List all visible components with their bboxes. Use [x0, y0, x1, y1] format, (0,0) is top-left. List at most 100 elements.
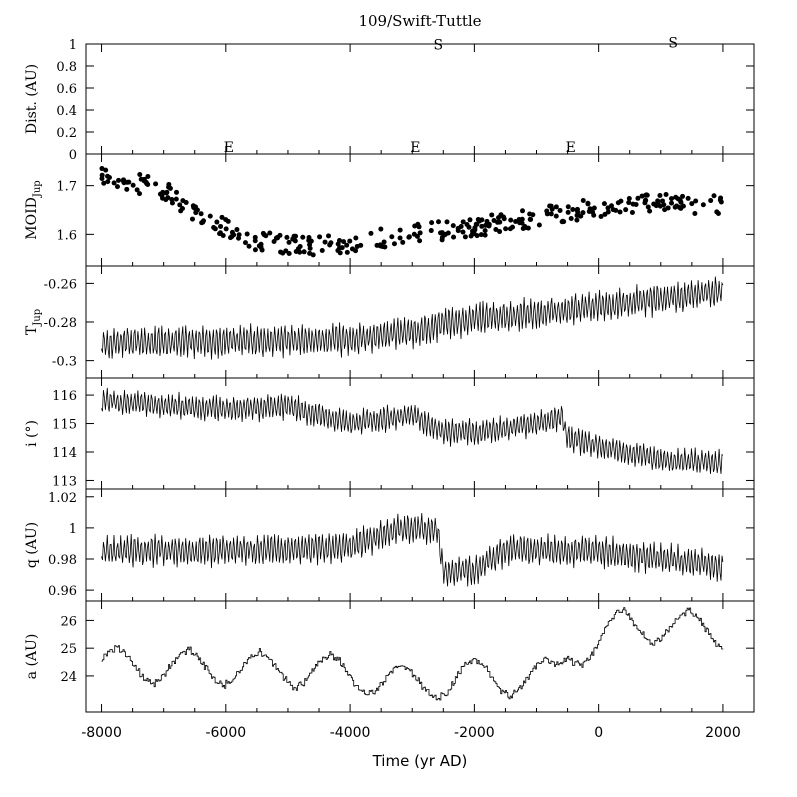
moid-point — [675, 196, 681, 202]
moid-point — [565, 209, 571, 215]
moid-point — [580, 210, 586, 216]
y-axis-label: i (°) — [24, 420, 40, 447]
moid-point — [297, 244, 303, 250]
moid-point — [617, 209, 623, 215]
y-tick-label: 25 — [60, 642, 77, 657]
panel-perihelion: 0.96 0.98 1 1.02 q (AU) — [24, 488, 755, 602]
y-tick-label: -0.28 — [44, 316, 77, 331]
y-axis-label: TJup — [24, 309, 43, 335]
moid-point — [482, 232, 488, 238]
panel-frame — [85, 265, 755, 379]
moid-point — [306, 235, 312, 241]
y-axis-label-subscript: Jup — [32, 309, 43, 327]
x-tick-label: -4000 — [330, 725, 371, 741]
moid-point — [626, 195, 632, 201]
moid-point — [662, 207, 668, 213]
moid-point — [633, 201, 639, 207]
moid-point — [326, 233, 332, 239]
moid-point — [497, 229, 503, 235]
moid-point — [178, 208, 184, 214]
moid-point — [525, 225, 531, 231]
moid-point — [212, 226, 218, 232]
moid-point — [173, 196, 179, 202]
moid-point — [120, 178, 126, 184]
x-axis: -8000 -6000 -4000 -2000 0 2000 — [81, 725, 741, 741]
moid-point — [479, 223, 485, 229]
moid-point — [458, 224, 464, 230]
moid-point — [544, 211, 550, 217]
moid-point — [259, 247, 265, 253]
moid-point — [192, 204, 198, 210]
moid-point — [200, 219, 206, 225]
moid-point — [177, 202, 183, 208]
moid-point — [378, 226, 384, 232]
moid-point — [406, 234, 412, 240]
panel-moid: 1.6 1.7 MOIDJup — [24, 153, 755, 267]
moid-point — [509, 224, 515, 230]
moid-point — [608, 203, 614, 209]
moid-point — [610, 207, 616, 213]
moid-point — [436, 219, 442, 225]
moid-point — [574, 207, 580, 213]
moid-point — [708, 198, 714, 204]
moid-point — [444, 219, 450, 225]
moid-point — [428, 228, 434, 234]
moid-point — [471, 231, 477, 237]
moid-point — [114, 184, 120, 190]
annotation-E: E — [224, 140, 234, 156]
moid-point — [548, 211, 554, 217]
moid-point — [464, 222, 470, 228]
moid-point — [629, 210, 635, 216]
moid-point — [163, 197, 169, 203]
panels: 0 0.2 0.4 0.6 0.8 1 Dist. (AU) E S E E S 1.6 1.7 MOIDJ… — [24, 36, 755, 713]
moid-point — [223, 217, 229, 223]
y-tick-label: 0.8 — [56, 60, 77, 75]
moid-point — [278, 249, 284, 255]
y-tick-label: 1 — [69, 522, 77, 537]
moid-point — [258, 241, 264, 247]
moid-point — [391, 241, 397, 247]
annotation-E: E — [410, 140, 420, 156]
annotation-E: E — [566, 140, 576, 156]
moid-point — [400, 239, 406, 245]
moid-point — [508, 217, 514, 223]
moid-point — [520, 208, 526, 214]
moid-point — [344, 242, 350, 248]
moid-point — [643, 192, 649, 198]
moid-point — [669, 196, 675, 202]
moid-point — [661, 202, 667, 208]
moid-point — [242, 240, 248, 246]
moid-point — [99, 176, 105, 182]
series-line — [101, 607, 724, 701]
moid-point — [189, 216, 195, 222]
moid-point — [229, 229, 235, 235]
moid-point — [601, 201, 607, 207]
moid-point — [411, 231, 417, 237]
panel-frame — [85, 153, 755, 267]
moid-point — [397, 235, 403, 241]
moid-point — [568, 216, 574, 222]
series-line — [101, 387, 724, 475]
moid-point — [263, 233, 269, 239]
moid-point — [328, 240, 334, 246]
moid-point — [700, 202, 706, 208]
moid-point — [503, 226, 509, 232]
y-tick-label: 0.4 — [56, 104, 77, 119]
series-line — [101, 276, 724, 360]
moid-point — [626, 200, 632, 206]
y-tick-label: 115 — [52, 418, 77, 433]
panel-tisserand: -0.26 -0.28 -0.3 TJup — [24, 265, 755, 379]
moid-point — [570, 207, 576, 213]
moid-point — [519, 216, 525, 222]
moid-point — [591, 212, 597, 218]
moid-point — [417, 230, 423, 236]
moid-point — [339, 245, 345, 251]
moid-point — [623, 207, 629, 213]
moid-point — [236, 235, 242, 241]
moid-point — [252, 247, 258, 253]
moid-point — [267, 230, 273, 236]
moid-point — [451, 234, 457, 240]
moid-point — [307, 250, 313, 256]
panel-distance: 0 0.2 0.4 0.6 0.8 1 Dist. (AU) E S E E S — [24, 36, 755, 163]
